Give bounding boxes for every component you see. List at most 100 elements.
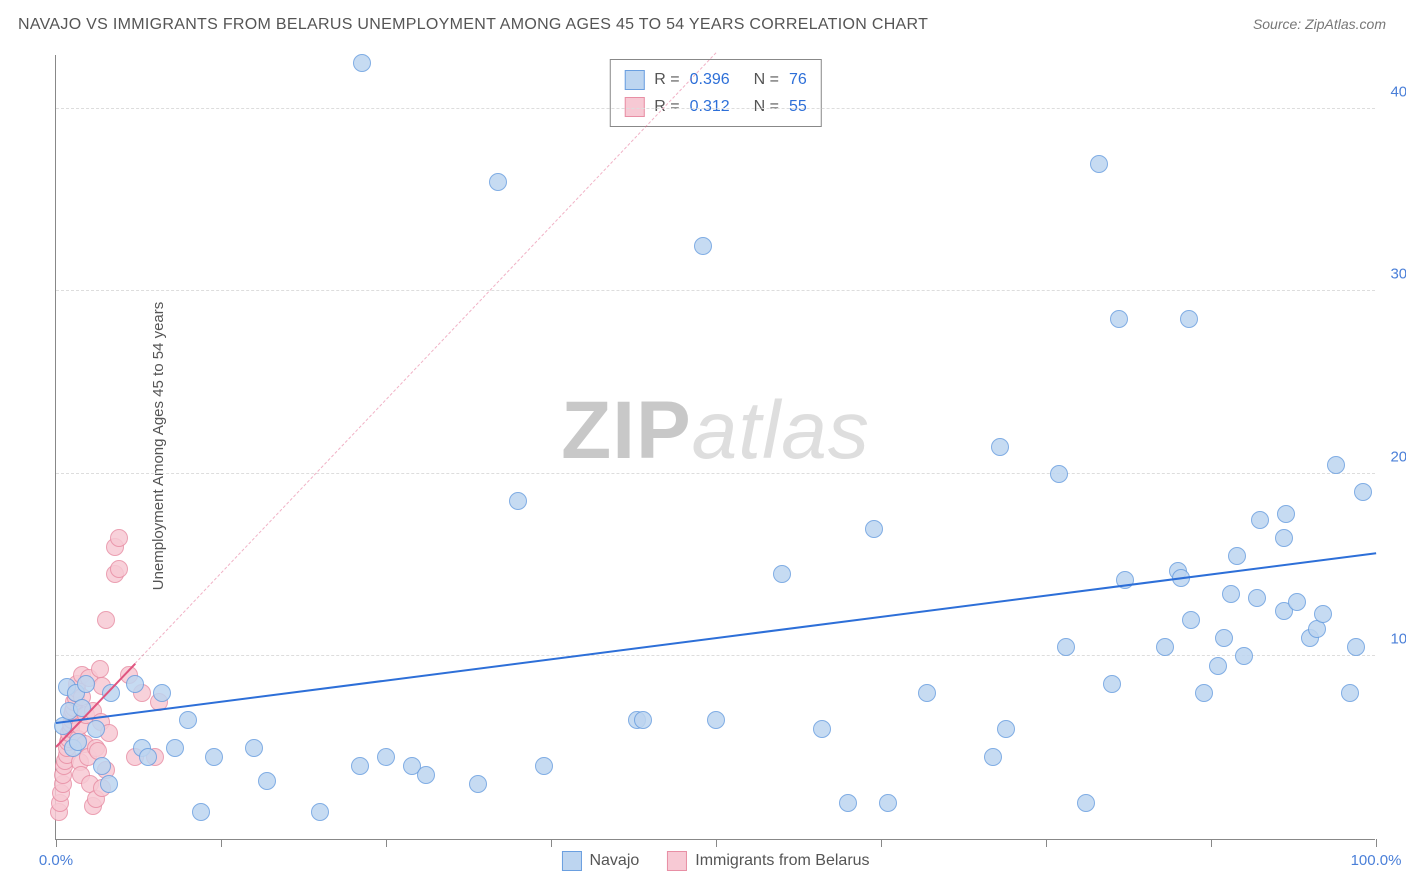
watermark-zip: ZIP: [561, 385, 692, 476]
scatter-point-navajo: [1156, 638, 1174, 656]
scatter-point-navajo: [694, 237, 712, 255]
scatter-point-navajo: [707, 711, 725, 729]
scatter-point-navajo: [258, 772, 276, 790]
x-tick: [1376, 839, 1377, 847]
n-value-belarus: 55: [789, 93, 807, 120]
n-label: N =: [754, 93, 779, 120]
scatter-point-navajo: [1251, 511, 1269, 529]
scatter-point-navajo: [535, 757, 553, 775]
scatter-point-navajo: [1341, 684, 1359, 702]
scatter-point-navajo: [1248, 589, 1266, 607]
scatter-point-navajo: [773, 565, 791, 583]
scatter-point-navajo: [87, 720, 105, 738]
scatter-point-navajo: [997, 720, 1015, 738]
legend: Navajo Immigrants from Belarus: [561, 851, 869, 871]
scatter-point-navajo: [1347, 638, 1365, 656]
gridline: [56, 473, 1375, 474]
y-tick-label: 30.0%: [1390, 266, 1406, 283]
scatter-point-navajo: [1314, 605, 1332, 623]
swatch-belarus: [624, 97, 644, 117]
swatch-navajo: [624, 70, 644, 90]
scatter-point-navajo: [1103, 675, 1121, 693]
regression-dash-belarus: [135, 53, 717, 664]
scatter-point-navajo: [353, 54, 371, 72]
legend-item-belarus: Immigrants from Belarus: [667, 851, 869, 871]
x-tick: [56, 839, 57, 847]
scatter-point-navajo: [139, 748, 157, 766]
x-tick: [1046, 839, 1047, 847]
scatter-point-navajo: [865, 520, 883, 538]
scatter-point-navajo: [153, 684, 171, 702]
scatter-point-navajo: [1327, 456, 1345, 474]
x-tick-label: 100.0%: [1351, 852, 1402, 869]
x-tick-label: 0.0%: [39, 852, 73, 869]
scatter-point-navajo: [813, 720, 831, 738]
scatter-point-navajo: [1182, 611, 1200, 629]
scatter-point-navajo: [1180, 310, 1198, 328]
legend-swatch-belarus: [667, 851, 687, 871]
scatter-point-navajo: [1228, 547, 1246, 565]
x-tick: [881, 839, 882, 847]
y-tick-label: 10.0%: [1390, 631, 1406, 648]
watermark-atlas: atlas: [692, 385, 870, 476]
scatter-point-navajo: [1209, 657, 1227, 675]
scatter-point-navajo: [1275, 529, 1293, 547]
scatter-point-navajo: [879, 794, 897, 812]
x-tick: [1211, 839, 1212, 847]
scatter-point-navajo: [509, 492, 527, 510]
scatter-point-navajo: [1077, 794, 1095, 812]
scatter-point-belarus: [97, 611, 115, 629]
stats-row-belarus: R = 0.312 N = 55: [624, 93, 806, 120]
watermark: ZIPatlas: [561, 384, 870, 478]
x-tick: [716, 839, 717, 847]
scatter-point-navajo: [839, 794, 857, 812]
n-value-navajo: 76: [789, 66, 807, 93]
x-tick: [221, 839, 222, 847]
scatter-point-belarus: [91, 660, 109, 678]
plot-area: ZIPatlas R = 0.396 N = 76 R = 0.312 N = …: [55, 55, 1375, 840]
scatter-point-navajo: [1222, 585, 1240, 603]
scatter-point-belarus: [110, 560, 128, 578]
scatter-point-navajo: [1057, 638, 1075, 656]
scatter-point-navajo: [634, 711, 652, 729]
scatter-point-navajo: [1090, 155, 1108, 173]
gridline: [56, 655, 1375, 656]
r-value-belarus: 0.312: [690, 93, 744, 120]
scatter-point-navajo: [417, 766, 435, 784]
scatter-point-navajo: [93, 757, 111, 775]
n-label: N =: [754, 66, 779, 93]
scatter-point-belarus: [110, 529, 128, 547]
scatter-point-navajo: [991, 438, 1009, 456]
legend-label-belarus: Immigrants from Belarus: [695, 852, 869, 870]
y-tick-label: 40.0%: [1390, 83, 1406, 100]
y-tick-label: 20.0%: [1390, 448, 1406, 465]
scatter-point-navajo: [377, 748, 395, 766]
legend-label-navajo: Navajo: [589, 852, 639, 870]
scatter-point-navajo: [1288, 593, 1306, 611]
x-tick: [551, 839, 552, 847]
scatter-point-navajo: [205, 748, 223, 766]
scatter-point-navajo: [192, 803, 210, 821]
scatter-point-navajo: [179, 711, 197, 729]
legend-item-navajo: Navajo: [561, 851, 639, 871]
scatter-point-navajo: [1050, 465, 1068, 483]
scatter-point-navajo: [311, 803, 329, 821]
gridline: [56, 108, 1375, 109]
scatter-point-navajo: [126, 675, 144, 693]
scatter-point-navajo: [1354, 483, 1372, 501]
scatter-point-navajo: [469, 775, 487, 793]
scatter-point-navajo: [984, 748, 1002, 766]
scatter-point-navajo: [245, 739, 263, 757]
scatter-point-navajo: [1110, 310, 1128, 328]
scatter-point-navajo: [77, 675, 95, 693]
scatter-point-navajo: [918, 684, 936, 702]
stats-row-navajo: R = 0.396 N = 76: [624, 66, 806, 93]
r-label: R =: [654, 66, 679, 93]
r-label: R =: [654, 93, 679, 120]
stats-box: R = 0.396 N = 76 R = 0.312 N = 55: [609, 59, 821, 127]
scatter-point-navajo: [100, 775, 118, 793]
legend-swatch-navajo: [561, 851, 581, 871]
scatter-point-navajo: [1235, 647, 1253, 665]
regression-solid-navajo: [56, 552, 1376, 724]
scatter-point-navajo: [166, 739, 184, 757]
